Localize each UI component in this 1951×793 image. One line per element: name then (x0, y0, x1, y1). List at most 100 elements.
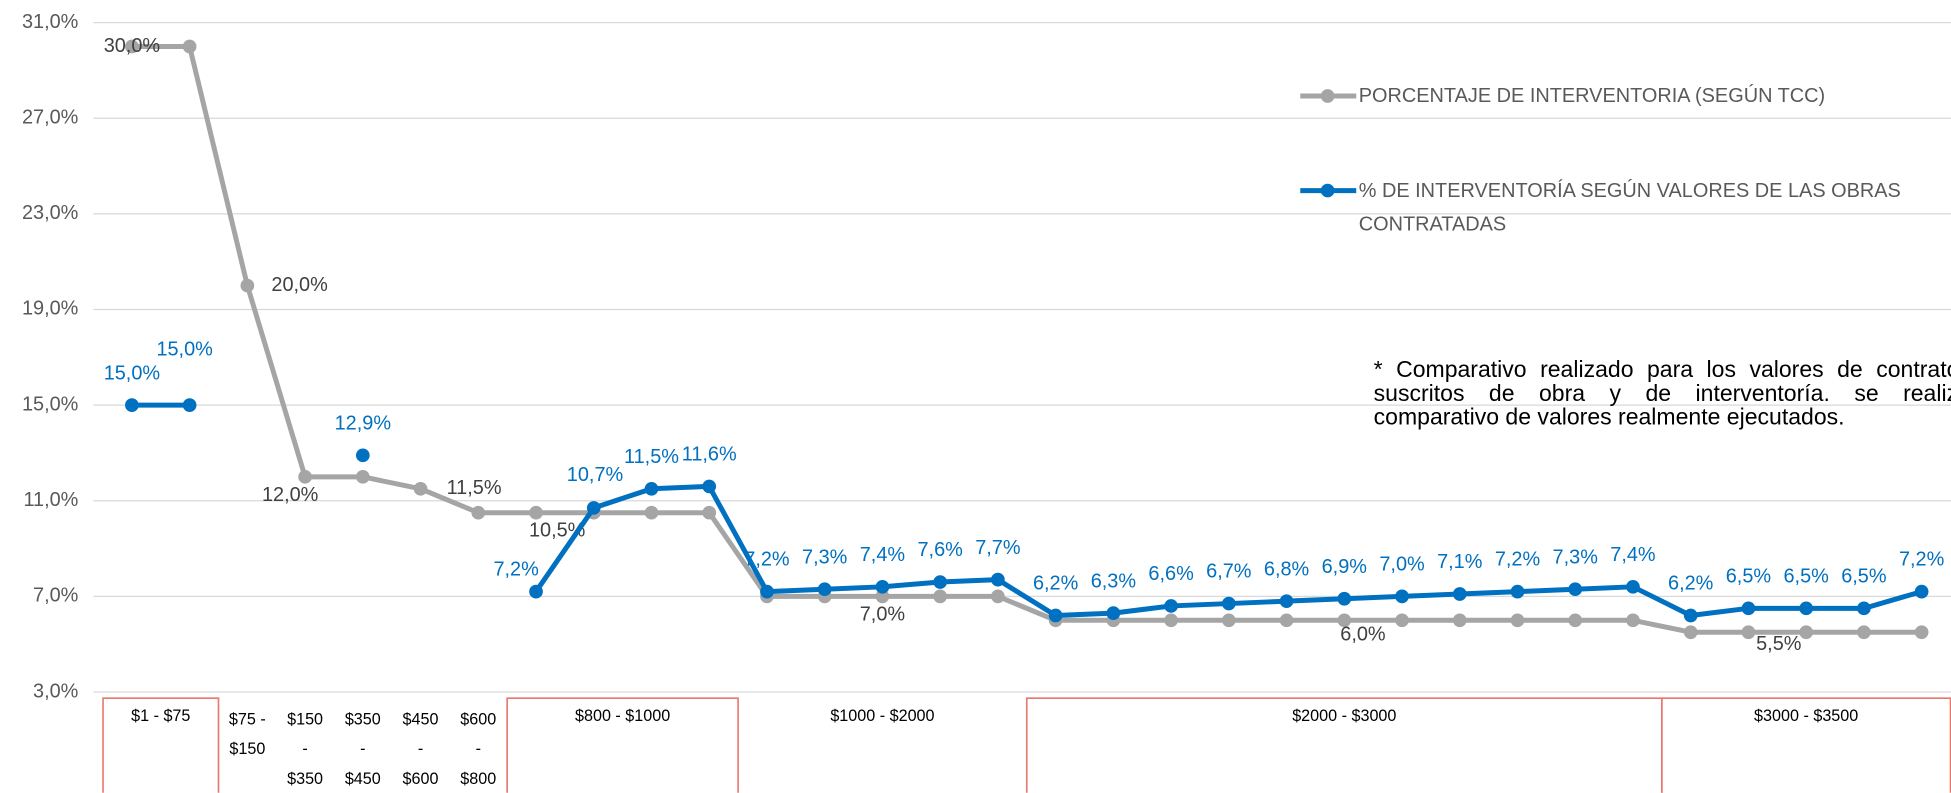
data-label: 6,5% (1841, 565, 1886, 587)
data-label: 7,2% (744, 549, 789, 571)
series-marker (875, 579, 890, 594)
x-group-label: $1 - $75 (131, 707, 190, 725)
data-label: 7,4% (860, 544, 905, 566)
x-group-label: $150 - $350 (287, 709, 324, 788)
data-label: 6,2% (1668, 573, 1713, 595)
series-marker (1452, 613, 1467, 628)
legend-label-box: PORCENTAJE DE INTERVENTORIA (SEGÚN TCC) (1358, 86, 1826, 108)
x-group-label: $450 - $600 (402, 709, 439, 788)
y-tick-label: 27,0% (22, 106, 78, 128)
y-tick-label: 19,0% (22, 298, 78, 320)
series-marker (1221, 613, 1236, 628)
series-marker (1741, 625, 1756, 640)
data-label: 6,0% (1340, 623, 1385, 645)
legend-label-box: % DE INTERVENTORÍA SEGÚN VALORES DE LAS … (1358, 180, 1901, 236)
series-marker (1914, 584, 1929, 599)
series-marker (240, 278, 255, 293)
x-group-label: $1000 - $2000 (830, 707, 934, 725)
series-marker (1048, 608, 1063, 623)
data-label: 7,6% (917, 539, 962, 561)
series-marker (182, 398, 197, 412)
data-label: 11,5% (624, 446, 679, 468)
series-marker (1106, 606, 1121, 620)
data-label: 7,2% (493, 559, 538, 581)
series-marker (1857, 601, 1871, 616)
series-marker (1568, 582, 1583, 597)
data-label: 6,5% (1783, 565, 1828, 587)
data-label: 7,0% (860, 603, 905, 625)
series-marker (1395, 589, 1409, 604)
annotation: * Comparativo realizado para los valores… (1373, 357, 1951, 430)
series-marker (529, 584, 543, 599)
data-label: 6,5% (1726, 565, 1771, 587)
data-label: 20,0% (271, 274, 327, 296)
data-label: 15,0% (104, 362, 160, 384)
data-label: 7,0% (1379, 554, 1424, 576)
series-marker (875, 589, 890, 604)
x-group-label: $2000 - $3000 (1292, 707, 1396, 725)
series-marker (1914, 625, 1929, 640)
series-marker (125, 39, 139, 54)
series-marker (1337, 613, 1352, 628)
series-marker (1279, 594, 1294, 609)
series-marker (644, 505, 659, 520)
series-marker (1799, 601, 1814, 616)
series-marker (1626, 579, 1640, 594)
data-label: 10,7% (567, 464, 623, 486)
series-marker (413, 481, 428, 496)
series-marker (1568, 613, 1583, 628)
data-label: 7,2% (1495, 549, 1540, 571)
category-box (506, 697, 739, 793)
series-marker (1164, 613, 1178, 628)
data-label: 30,0% (104, 35, 160, 57)
x-group-label: $800 - $1000 (575, 707, 670, 725)
series-marker (529, 505, 543, 520)
data-label: 7,1% (1437, 551, 1482, 573)
series-line (131, 44, 1922, 635)
series-marker (1683, 608, 1698, 623)
data-label: 6,3% (1091, 570, 1136, 592)
series-marker (760, 584, 774, 599)
series-marker (991, 572, 1005, 587)
series-marker (182, 39, 197, 54)
data-label: 6,8% (1264, 558, 1309, 580)
data-label: 7,7% (975, 537, 1020, 559)
x-group-label: $3000 - $3500 (1754, 707, 1858, 725)
x-group-label-box: $75 - $150 (228, 709, 266, 758)
series-marker (1221, 596, 1236, 611)
legend-label: % DE INTERVENTORÍA SEGÚN VALORES DE LAS … (1358, 180, 1901, 236)
y-tick-label: 31,0% (22, 11, 78, 33)
data-label: 6,9% (1322, 556, 1367, 578)
y-tick-label: 7,0% (33, 585, 78, 607)
x-group-label-box: $150 - $350 (287, 709, 324, 788)
series-marker (933, 575, 948, 589)
data-label: 6,2% (1033, 573, 1078, 595)
series-marker (125, 398, 139, 412)
data-label: 10,5% (529, 520, 585, 542)
category-box (102, 697, 220, 793)
annotation-box: * Comparativo realizado para los valores… (1373, 357, 1951, 430)
series-marker (1337, 591, 1352, 606)
data-label: 5,5% (1756, 633, 1801, 655)
series-marker (1741, 601, 1756, 616)
y-tick-label: 15,0% (22, 393, 78, 415)
series-marker (471, 505, 486, 520)
y-tick-label: 23,0% (22, 202, 78, 224)
x-group-label-box: $450 - $600 (402, 709, 439, 788)
data-label: 15,0% (156, 339, 212, 361)
data-label: 7,4% (1610, 544, 1655, 566)
series-marker (355, 448, 370, 463)
data-label: 7,3% (1553, 546, 1598, 568)
data-label: 7,2% (1899, 549, 1944, 571)
data-label: 6,6% (1148, 563, 1193, 585)
y-tick-label: 3,0% (33, 680, 78, 702)
series-marker (1626, 613, 1640, 628)
series-marker (586, 501, 601, 515)
data-label: 6,7% (1206, 561, 1251, 583)
series-marker (933, 589, 948, 604)
data-label: 11,6% (682, 444, 737, 466)
x-group-label: $75 - $150 (228, 709, 266, 758)
legend-label: PORCENTAJE DE INTERVENTORIA (SEGÚN TCC) (1358, 86, 1826, 108)
